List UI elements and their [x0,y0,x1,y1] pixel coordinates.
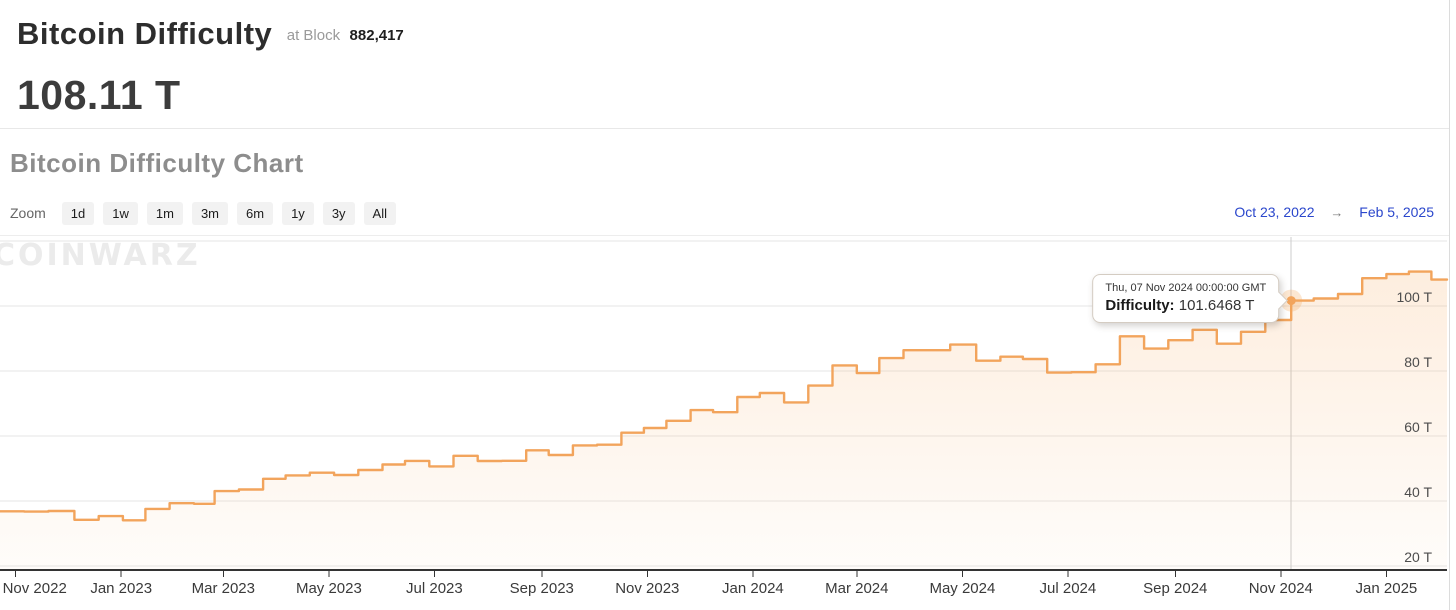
range-end-date[interactable]: Feb 5, 2025 [1359,204,1434,220]
page-right-border [1449,0,1450,610]
current-difficulty-value: 108.11 T [17,72,181,118]
zoom-button-1m[interactable]: 1m [146,201,183,225]
x-axis-label: Jan 2024 [722,580,784,597]
chart-top-divider [0,235,1450,236]
x-axis-label: Mar 2023 [192,580,255,597]
x-axis-label: Jan 2025 [1356,580,1418,597]
y-axis-label: 80 T [1404,354,1432,370]
x-axis-label: Jan 2023 [90,580,152,597]
coinwarz-watermark: COINWARZ [0,238,201,273]
zoom-button-all[interactable]: All [363,201,396,225]
range-start-date[interactable]: Oct 23, 2022 [1234,204,1315,220]
page-header: Bitcoin Difficulty at Block 882,417 108.… [0,0,1456,129]
header-divider [0,128,1450,129]
page-title: Bitcoin Difficulty [17,16,273,51]
y-axis-label: 40 T [1404,484,1432,500]
title-row: Bitcoin Difficulty at Block 882,417 [17,16,404,52]
x-axis-label: May 2024 [929,580,995,597]
tooltip-date: Thu, 07 Nov 2024 00:00:00 GMT [1105,281,1267,294]
x-axis-label: Mar 2024 [825,580,888,597]
zoom-button-3m[interactable]: 3m [191,201,229,225]
x-axis-label: Jul 2024 [1040,580,1097,597]
y-axis-label: 60 T [1404,419,1432,435]
x-axis-label: Sep 2024 [1143,580,1207,597]
zoom-button-6m[interactable]: 6m [237,201,274,225]
tooltip-value-line: Difficulty: 101.6468 T [1105,297,1266,314]
x-axis-label: Nov 2024 [1249,580,1313,597]
point-marker [1286,296,1296,306]
x-axis-label: Nov 2022 [3,580,67,597]
tooltip-label: Difficulty: [1105,296,1175,314]
area-fill [0,271,1447,570]
difficulty-line [0,270,1449,522]
zoom-button-1w[interactable]: 1w [103,201,138,225]
y-axis-label: 20 T [1404,549,1432,565]
zoom-button-1y[interactable]: 1y [282,201,314,225]
zoom-button-3y[interactable]: 3y [322,201,355,225]
zoom-label: Zoom [10,205,46,221]
tooltip-value: 101.6468 T [1178,296,1255,314]
chart-tooltip: Thu, 07 Nov 2024 00:00:00 GMT Difficulty… [1092,273,1280,323]
zoom-controls: Zoom 1d 1w 1m 3m 6m 1y 3y All [10,200,405,226]
block-number: 882,417 [349,27,404,44]
x-axis-label: May 2023 [296,580,362,597]
y-axis-label: 100 T [1396,289,1432,305]
range-arrow-icon: → [1330,205,1344,220]
at-block-label: at Block [286,27,341,44]
zoom-button-1d[interactable]: 1d [61,201,95,225]
chart-section-title: Bitcoin Difficulty Chart [10,148,304,178]
difficulty-chart[interactable]: COINWARZ Nov 2022 Jan 2023 Mar 2023 May 202… [0,236,1456,610]
date-range: Oct 23, 2022 → Feb 5, 2025 [1234,204,1434,220]
x-axis-label: Nov 2023 [615,580,679,597]
x-axis-label: Jul 2023 [406,580,463,597]
x-axis-label: Sep 2023 [510,580,574,597]
chart-canvas[interactable]: Nov 2022 Jan 2023 Mar 2023 May 2023 Jul 2023… [0,236,1456,610]
